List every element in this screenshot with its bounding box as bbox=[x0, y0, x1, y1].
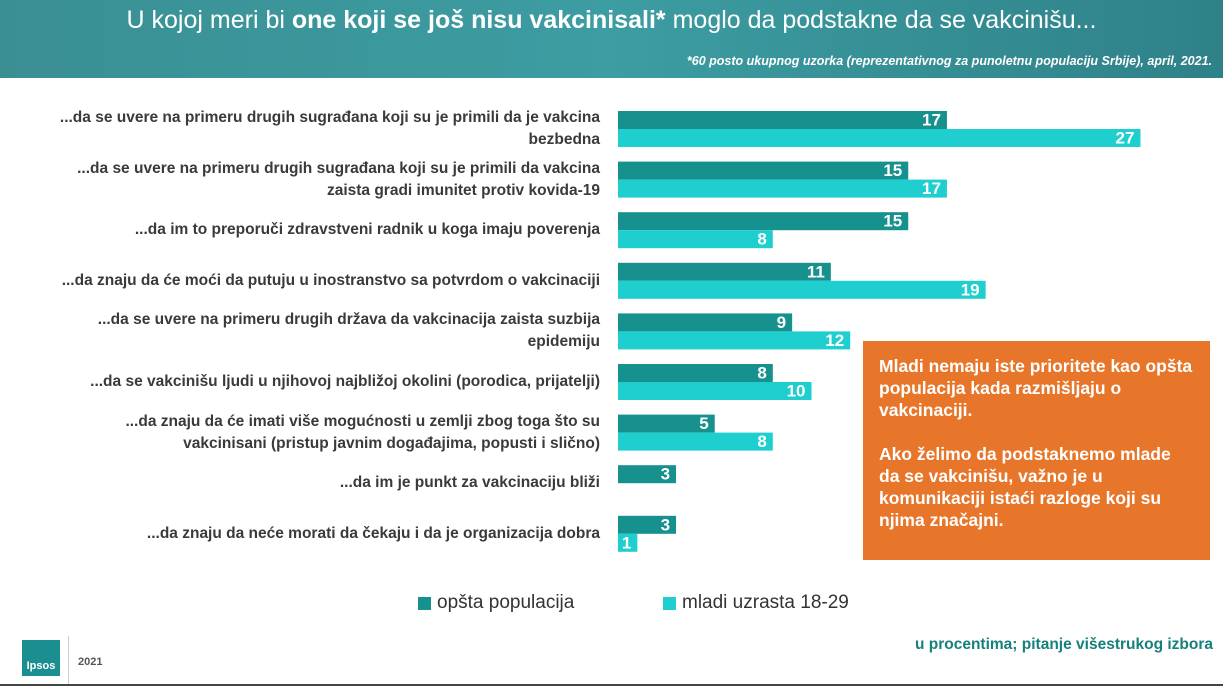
category-label: ...da im je punkt za vakcinaciju bliži bbox=[15, 463, 600, 503]
category-label: ...da se uvere na primeru drugih država … bbox=[15, 311, 600, 351]
category-label: ...da znaju da neće morati da čekaju i d… bbox=[15, 514, 600, 554]
category-text: ...da znaju da će imati više mogućnosti … bbox=[125, 412, 600, 452]
category-label: ...da se uvere na primeru drugih sugrađa… bbox=[15, 109, 600, 149]
category-label: ...da se vakcinišu ljudi u njihovoj najb… bbox=[15, 362, 600, 402]
category-text: ...da znaju da će moći da putuju u inost… bbox=[61, 271, 600, 289]
value-label: 17 bbox=[922, 110, 941, 129]
value-label: 12 bbox=[825, 331, 844, 350]
legend-swatch bbox=[418, 596, 431, 610]
bar bbox=[618, 382, 812, 400]
bar bbox=[618, 280, 986, 299]
category-label: ...da se uvere na primeru drugih sugrađa… bbox=[15, 160, 600, 200]
value-label: 3 bbox=[661, 465, 670, 484]
bar bbox=[618, 533, 638, 552]
bar bbox=[618, 313, 793, 332]
category-text: ...da se uvere na primeru drugih sugrađa… bbox=[59, 109, 600, 148]
legend-swatch bbox=[663, 596, 676, 610]
value-label: 8 bbox=[757, 432, 766, 451]
value-label: 15 bbox=[883, 161, 902, 180]
category-text: ...da se uvere na primeru drugih država … bbox=[97, 311, 600, 351]
year: 2021 bbox=[78, 656, 103, 668]
bar bbox=[618, 515, 677, 534]
title-part-bold: one koji se još nisu vakcinisali* bbox=[291, 6, 666, 34]
bar bbox=[618, 230, 773, 249]
value-label: 11 bbox=[807, 262, 825, 281]
value-label: 10 bbox=[787, 381, 806, 400]
bar bbox=[618, 364, 773, 382]
bar bbox=[618, 212, 909, 231]
category-label: ...da znaju da će moći da putuju u inost… bbox=[15, 261, 600, 301]
value-label: 8 bbox=[757, 363, 766, 382]
title-part: U kojoj meri bi bbox=[126, 6, 292, 34]
legend-item: opšta populacija bbox=[418, 592, 574, 614]
bar bbox=[618, 262, 831, 281]
bar bbox=[618, 179, 947, 198]
bar bbox=[618, 161, 909, 180]
bar bbox=[618, 331, 851, 350]
logo: Ipsos bbox=[22, 640, 60, 676]
bar bbox=[618, 465, 677, 484]
callout-box: Mladi nemaju iste prioritete kao opšta p… bbox=[863, 341, 1210, 560]
category-label: ...da znaju da će imati više mogućnosti … bbox=[15, 413, 600, 453]
legend-item: mladi uzrasta 18-29 bbox=[663, 592, 849, 614]
value-label: 17 bbox=[922, 179, 941, 198]
footnote: u procentima; pitanje višestrukog izbora bbox=[914, 636, 1213, 653]
legend-label: opšta populacija bbox=[437, 592, 575, 613]
value-label: 1 bbox=[622, 533, 631, 552]
bar bbox=[618, 432, 773, 451]
chart-title: U kojoj meri bi one koji se još nisu vak… bbox=[0, 6, 1223, 35]
subtitle: *60 posto ukupnog uzorka (reprezentativn… bbox=[686, 54, 1212, 68]
category-text: ...da im je punkt za vakcinaciju bliži bbox=[339, 474, 600, 492]
category-text: ...da se uvere na primeru drugih sugrađa… bbox=[77, 159, 600, 199]
category-text: ...da znaju da neće morati da čekaju i d… bbox=[146, 524, 600, 542]
value-label: 19 bbox=[961, 280, 980, 299]
category-label: ...da im to preporuči zdravstveni radnik… bbox=[15, 210, 600, 250]
category-text: ...da se vakcinišu ljudi u njihovoj najb… bbox=[90, 373, 600, 390]
value-label: 5 bbox=[699, 414, 708, 433]
value-label: 27 bbox=[1116, 128, 1135, 147]
bar bbox=[618, 111, 947, 129]
category-text: ...da im to preporuči zdravstveni radnik… bbox=[134, 221, 600, 239]
value-label: 15 bbox=[883, 212, 902, 231]
bar bbox=[618, 129, 1141, 147]
bottom-rule bbox=[0, 684, 1223, 686]
value-label: 8 bbox=[757, 230, 766, 249]
bar bbox=[618, 414, 715, 433]
header-band bbox=[0, 0, 1223, 78]
value-label: 9 bbox=[777, 313, 786, 332]
legend-label: mladi uzrasta 18-29 bbox=[682, 592, 849, 613]
divider bbox=[68, 636, 69, 686]
value-label: 3 bbox=[661, 515, 670, 534]
callout-text: Mladi nemaju iste prioritete kao opšta p… bbox=[879, 356, 1193, 420]
title-part: moglo da podstakne da se vakcinišu... bbox=[665, 6, 1097, 34]
callout-text: Ako želimo da podstaknemo mlade da se va… bbox=[879, 444, 1171, 530]
